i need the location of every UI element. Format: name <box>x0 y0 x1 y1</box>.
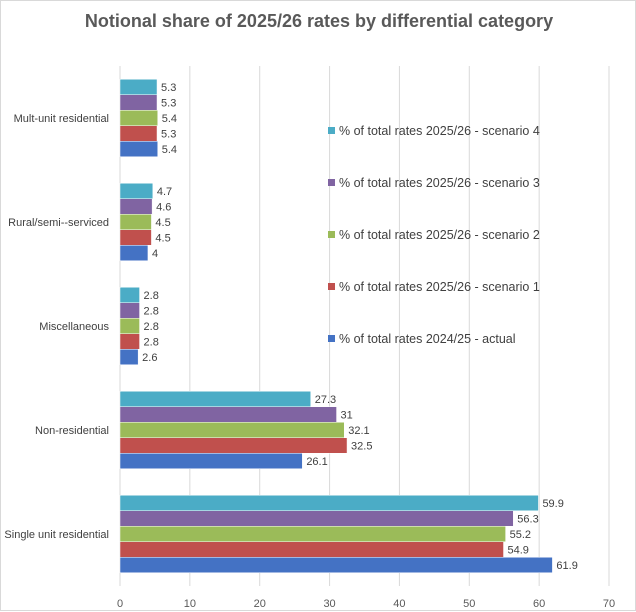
legend-swatch <box>328 283 335 290</box>
legend-entry: % of total rates 2025/26 - scenario 2 <box>339 228 540 242</box>
bar <box>119 198 153 215</box>
bar <box>119 229 152 246</box>
data-label: 2.8 <box>144 337 159 349</box>
bar <box>119 349 139 365</box>
data-label: 59.9 <box>542 498 563 510</box>
legend-swatch <box>328 179 335 186</box>
data-label: 5.3 <box>161 129 176 141</box>
chart-title: Notional share of 2025/26 rates by diffe… <box>84 11 554 31</box>
data-label: 5.3 <box>161 98 176 110</box>
bar <box>119 391 311 407</box>
category-label: Non-residential <box>35 425 109 437</box>
x-tick-label: 40 <box>393 598 405 610</box>
bar <box>119 214 152 230</box>
data-label: 2.8 <box>144 290 159 302</box>
bar <box>119 94 158 111</box>
bar <box>119 557 553 573</box>
bar <box>119 318 140 334</box>
data-label: 5.3 <box>161 82 176 94</box>
bar <box>119 422 345 438</box>
category-label: Single unit residential <box>4 529 109 541</box>
bar <box>119 125 158 142</box>
data-label: 32.5 <box>351 441 372 453</box>
x-tick-label: 50 <box>463 598 475 610</box>
bar <box>119 526 506 542</box>
legend-entry: % of total rates 2025/26 - scenario 3 <box>339 176 540 190</box>
legend-swatch <box>328 127 335 134</box>
data-label: 2.8 <box>144 321 159 333</box>
legend-swatch <box>328 335 335 342</box>
data-label: 56.3 <box>517 514 538 526</box>
category-label: Mult-unit residential <box>14 113 109 125</box>
bar <box>119 79 158 95</box>
bar <box>119 437 348 454</box>
data-label: 2.6 <box>142 352 157 364</box>
bar <box>119 245 149 261</box>
bar <box>119 406 337 423</box>
x-tick-label: 10 <box>184 598 196 610</box>
category-label: Rural/semi--serviced <box>8 217 109 229</box>
data-label: 55.2 <box>510 529 531 541</box>
data-label: 4 <box>152 248 158 260</box>
data-label: 4.6 <box>156 202 171 214</box>
legend-swatch <box>328 231 335 238</box>
data-labels: 5.4 5.3 5.4 5.3 5.3 4 4.5 4.5 4.6 4.7 2.6 2.8 2.8 2.8… <box>142 82 578 572</box>
bars <box>119 79 553 573</box>
data-label: 4.5 <box>155 217 170 229</box>
bar <box>119 510 514 527</box>
legend-entry: % of total rates 2025/26 - scenario 1 <box>339 280 540 294</box>
data-label: 2.8 <box>144 306 159 318</box>
x-tick-label: 60 <box>533 598 545 610</box>
bar <box>119 495 539 511</box>
bar <box>119 110 158 126</box>
x-tick-label: 30 <box>323 598 335 610</box>
x-axis: 0 10 20 30 40 50 60 70 <box>117 598 615 610</box>
bar <box>119 541 504 558</box>
bar <box>119 453 303 469</box>
data-label: 26.1 <box>306 456 327 468</box>
bar <box>119 183 154 199</box>
legend: % of total rates 2025/26 - scenario 4 % o… <box>328 124 540 346</box>
x-tick-label: 0 <box>117 598 123 610</box>
data-label: 31 <box>341 410 353 422</box>
data-label: 32.1 <box>348 425 369 437</box>
bar <box>119 141 158 157</box>
bar <box>119 333 140 350</box>
data-label: 5.4 <box>162 113 177 125</box>
data-label: 27.3 <box>315 394 336 406</box>
data-label: 54.9 <box>508 545 529 557</box>
legend-entry: % of total rates 2025/26 - scenario 4 <box>339 124 540 138</box>
data-label: 5.4 <box>162 144 177 156</box>
x-tick-label: 20 <box>254 598 266 610</box>
x-tick-label: 70 <box>603 598 615 610</box>
bar <box>119 302 140 319</box>
bar <box>119 287 140 303</box>
data-label: 4.7 <box>157 186 172 198</box>
legend-entry: % of total rates 2024/25 - actual <box>339 332 516 346</box>
category-labels: Mult-unit residential Rural/semi--service… <box>4 113 109 541</box>
data-label: 4.5 <box>155 233 170 245</box>
data-label: 61.9 <box>556 560 577 572</box>
category-label: Miscellaneous <box>39 321 109 333</box>
